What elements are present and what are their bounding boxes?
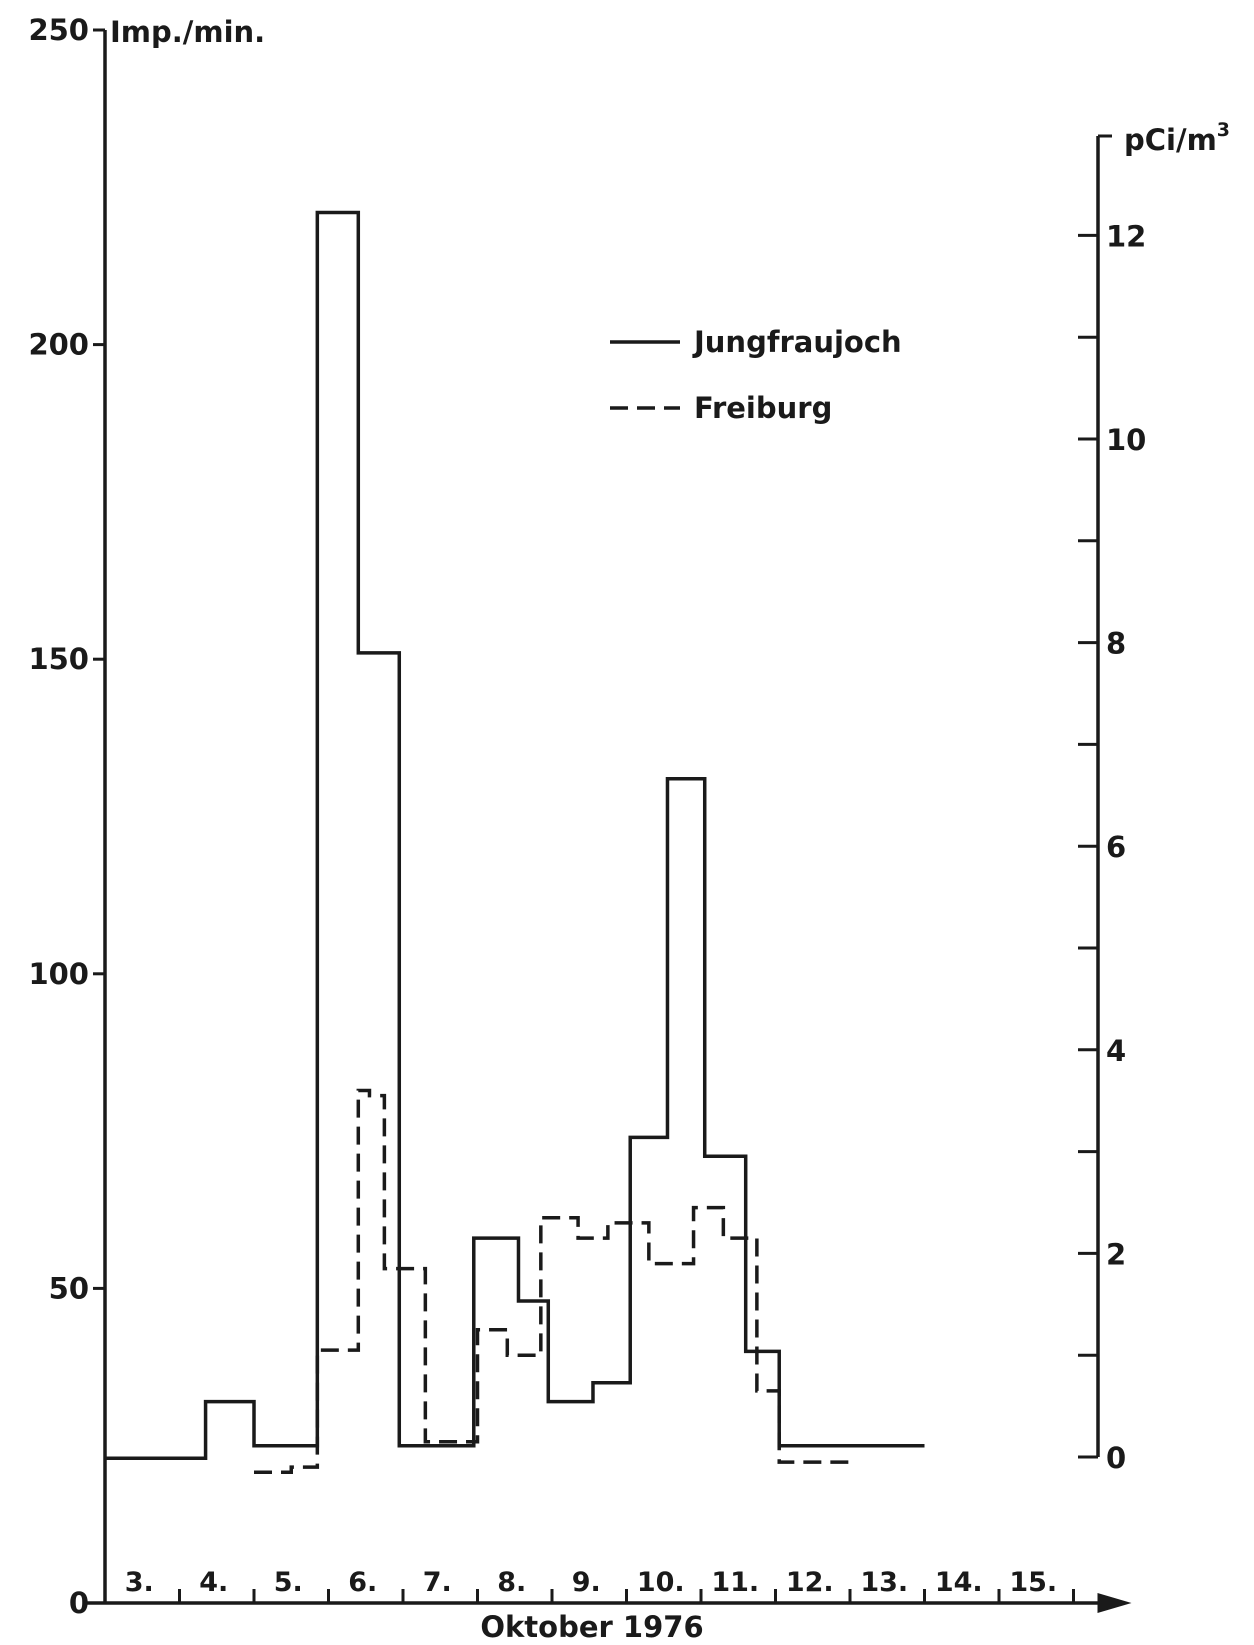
legend-label-freiburg: Freiburg [694,391,832,425]
y-left-tick-label: 200 [28,328,89,362]
x-tick-label: 7. [423,1567,452,1598]
x-tick-label: 3. [125,1567,154,1598]
x-tick-label: 5. [274,1567,303,1598]
y-right-tick-label: 6 [1106,830,1126,864]
y-left-tick-label: 100 [28,957,89,991]
x-tick-label: 11. [711,1567,759,1598]
y-left-tick-label: 0 [69,1586,89,1620]
y-left-tick-label: 50 [49,1271,89,1305]
x-axis-arrow-icon [1097,1593,1132,1613]
series-group [105,210,925,1475]
x-tick-label: 9. [572,1567,601,1598]
y-right-axis-label-main: pCi/m [1124,123,1217,157]
x-tick-label: 14. [935,1567,983,1598]
series-freiburg-line [254,1088,850,1475]
y-right-axis-label-sup: 3 [1217,119,1230,141]
x-axis-label: Oktober 1976 [480,1610,703,1644]
y-left-axis-label: Imp./min. [110,15,265,49]
y-right-tick-label: 2 [1106,1237,1126,1271]
x-tick-label: 8. [497,1567,526,1598]
y-right-tick-label: 0 [1106,1441,1126,1475]
x-tick-label: 15. [1009,1567,1057,1598]
axes: 0 50 100 150 200 250 0 2 4 6 8 10 12 3. 4. 5. 6. 7. 8. 9. 10… [28,13,1146,1620]
legend-label-jungfraujoch: Jungfraujoch [692,325,902,359]
y-right-axis-label: pCi/m3 [1124,119,1230,157]
x-tick-label: 10. [637,1567,685,1598]
x-tick-label: 6. [348,1567,377,1598]
y-right-tick-label: 10 [1106,423,1146,457]
y-right-tick-label: 8 [1106,627,1126,661]
x-tick-label: 4. [199,1567,228,1598]
series-jungfraujoch-line [105,210,925,1461]
y-left-tick-label: 250 [28,13,89,47]
x-tick-label: 13. [860,1567,908,1598]
legend: Jungfraujoch Freiburg [610,325,902,425]
x-tick-label: 12. [786,1567,834,1598]
y-left-tick-label: 150 [28,642,89,676]
y-right-tick-label: 12 [1106,219,1146,253]
y-right-tick-label: 4 [1106,1034,1126,1068]
